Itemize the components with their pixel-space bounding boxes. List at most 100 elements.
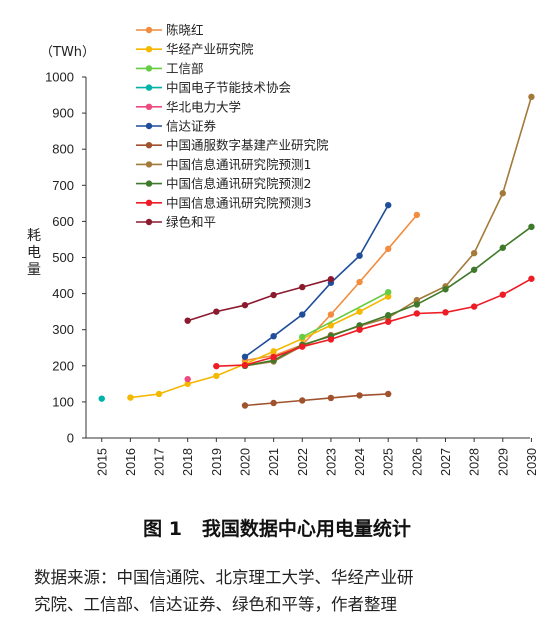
legend-marker [145,180,153,187]
data-point [356,326,363,333]
data-point [442,286,449,293]
legend-label: 绿色和平 [166,215,216,230]
x-tick-label: 2021 [267,448,281,476]
data-point [385,245,392,253]
data-point [184,317,191,324]
data-point [270,353,277,361]
x-tick-label: 2015 [95,448,109,476]
data-point [327,322,335,329]
y-tick-label: 1000 [45,70,74,85]
legend-label: 中国信息通讯研究院预测2 [166,176,311,191]
x-tick-label: 2030 [525,448,539,476]
series-line [244,204,389,358]
data-point [385,312,392,319]
data-point [155,390,163,398]
data-point [327,336,335,343]
data-point [270,399,277,407]
data-point [270,291,277,299]
data-point [270,332,277,340]
x-tick-label: 2017 [153,448,167,476]
legend-marker [145,65,153,72]
x-tick-label: 2023 [324,448,338,476]
data-point [327,394,335,402]
series-line [301,291,389,338]
data-point [499,291,506,298]
data-point [385,201,392,209]
x-tick-label: 2019 [210,448,224,476]
y-tick-label: 0 [67,431,74,446]
y-axis-title-char: 耗 [27,228,41,244]
source-line-2: 究院、工信部、信达证券、绿色和平等，作者整理 [34,595,397,614]
x-tick-label: 2018 [181,448,195,476]
legend-label: 工信部 [166,61,204,76]
figure-label: 图 1 [143,518,182,540]
legend-label: 中国信息通讯研究院预测3 [166,195,311,210]
data-point [270,348,277,355]
data-point [470,249,478,257]
data-point [299,333,306,341]
data-point [241,353,249,360]
data-point [385,318,392,325]
data-point [356,252,363,259]
data-point [299,283,306,291]
data-point [241,301,249,309]
data-point [528,93,535,101]
data-point [385,288,392,296]
series-line [130,295,389,399]
figure-title: 我国数据中心用电量统计 [201,518,411,540]
y-tick-label: 400 [52,286,74,301]
data-point [127,394,134,401]
legend-marker [145,218,153,226]
data-point [184,380,191,388]
data-point [385,390,392,398]
data-point [213,362,220,370]
legend-label: 中国电子节能技术协会 [166,80,292,95]
x-tick-label: 2025 [382,448,396,476]
source-line-1: 数据来源：中国信通院、北京理工大学、华经产业研 [34,568,414,587]
data-point [442,309,449,316]
y-tick-label: 800 [52,142,74,157]
line-chart: 0 100 200 300 400 500 600 700 800 900 1000 2015 2016… [27,23,539,476]
data-source-note: 数据来源：中国信通院、北京理工大学、华经产业研 究院、工信部、信达证券、绿色和平… [34,564,534,618]
y-tick-label: 300 [52,322,74,337]
legend-marker [145,26,153,34]
data-point [327,311,335,318]
data-point [299,397,306,404]
legend-marker [145,84,153,91]
data-point [299,343,306,350]
data-point [470,266,478,273]
legend-marker [145,199,153,206]
data-point [470,303,478,310]
data-point [184,375,191,383]
x-tick-label: 2029 [496,448,510,476]
legend-label: 华北电力大学 [166,99,241,114]
x-tick-label: 2020 [238,448,252,476]
data-point [499,244,506,251]
x-tick-label: 2022 [296,448,310,476]
data-point [356,392,363,399]
series-line [216,278,532,367]
x-tick-label: 2026 [410,448,424,476]
legend-label: 中国通服数字基建产业研究院 [166,138,329,153]
figure-caption: 图 1 我国数据中心用电量统计 [0,514,554,541]
unit-label: （TWh） [40,45,95,60]
data-point [241,402,249,409]
y-tick-label: 700 [52,178,74,193]
x-tick-label: 2016 [124,448,138,476]
data-point [241,361,249,369]
x-tick-label: 2024 [353,448,367,476]
y-tick-label: 600 [52,214,74,229]
legend-label: 华经产业研究院 [166,42,254,57]
data-point [213,372,220,380]
legend-marker [145,103,153,111]
data-point [327,275,335,283]
y-tick-label: 900 [52,106,74,121]
legend-label: 陈晓红 [166,23,204,38]
y-tick-label: 500 [52,250,74,265]
legend-marker [145,122,153,130]
x-tick-label: 2028 [468,448,482,476]
y-tick-label: 100 [52,394,74,409]
data-point [528,223,535,231]
series-line [187,278,332,322]
x-tick-label: 2027 [439,448,453,476]
